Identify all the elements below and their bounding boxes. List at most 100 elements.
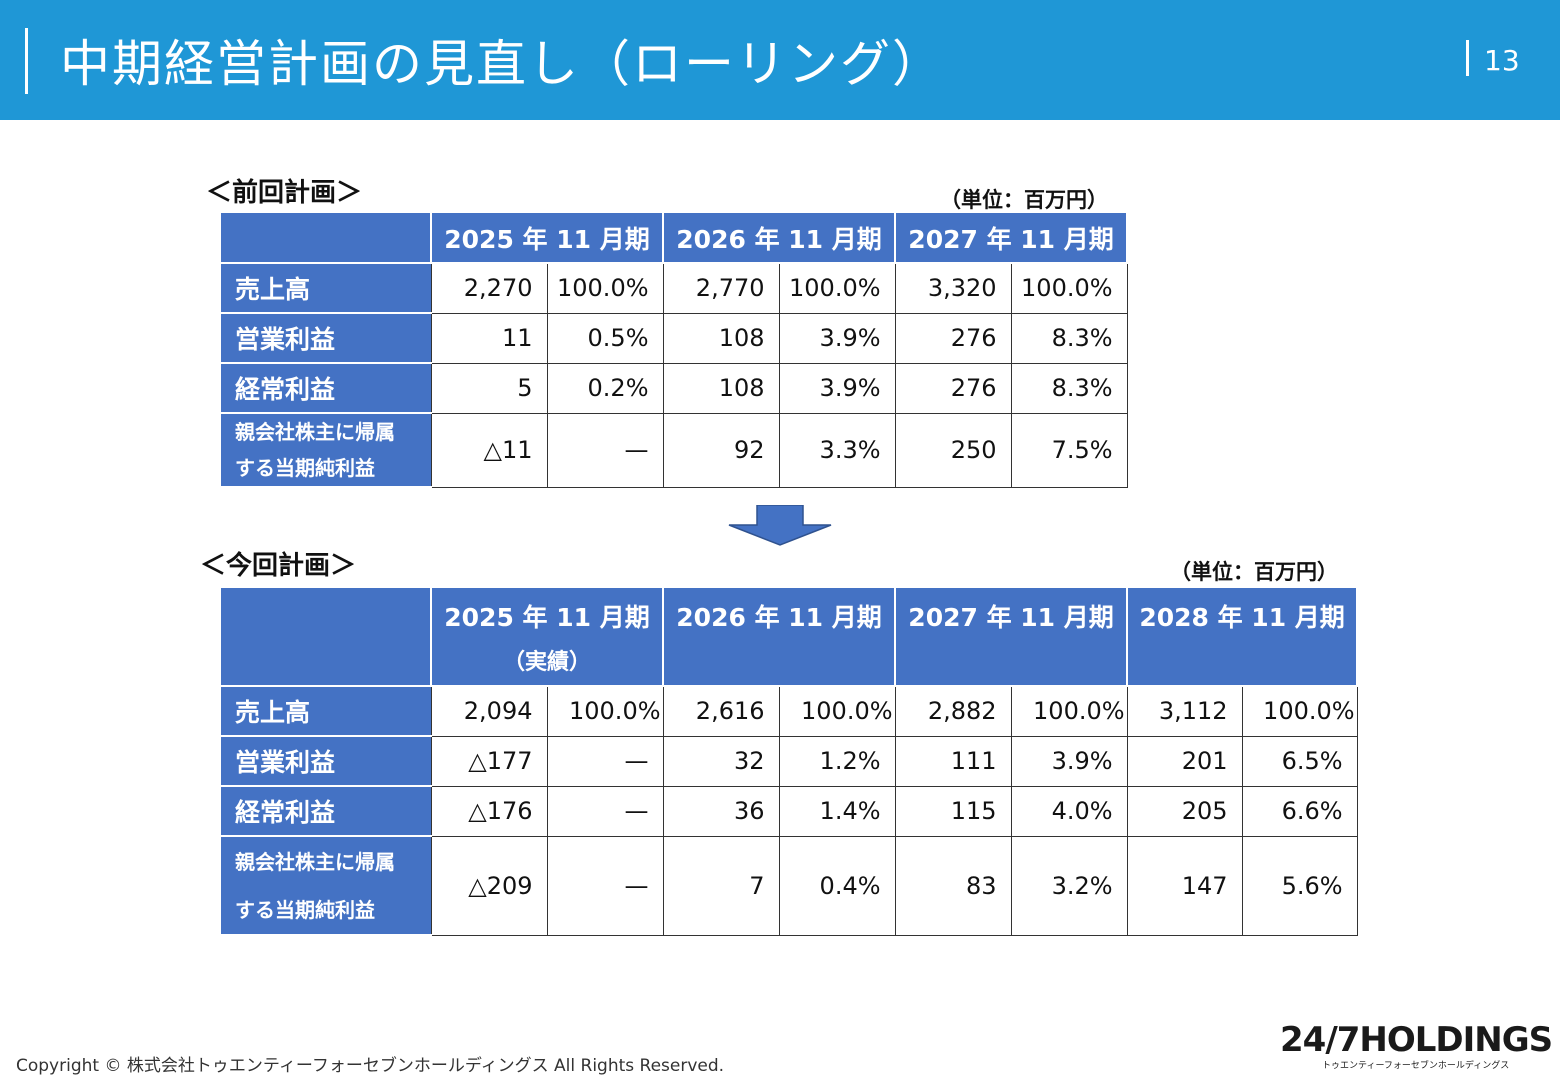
- value-cell: —: [546, 785, 664, 837]
- previous-plan-label: ＜前回計画＞: [206, 178, 363, 208]
- value-cell: 1.2%: [778, 735, 896, 787]
- header-banner: 中期経営計画の見直し（ローリング） 13: [0, 0, 1560, 120]
- value-cell: 100.0%: [1241, 685, 1358, 737]
- value-cell: 32: [662, 735, 780, 787]
- title-accent-bar: [25, 28, 28, 94]
- table-row: 経常利益 △176 — 36 1.4% 115 4.0% 205 6.6%: [221, 785, 1358, 837]
- value-cell: 3.9%: [778, 312, 896, 364]
- table-row: 営業利益 △177 — 32 1.2% 111 3.9% 201 6.5%: [221, 735, 1358, 787]
- value-cell: 36: [662, 785, 780, 837]
- table-row: 売上高 2,094 100.0% 2,616 100.0% 2,882 100.…: [221, 685, 1358, 737]
- value-cell: 100.0%: [778, 262, 896, 314]
- value-cell: 92: [662, 412, 780, 488]
- row-label: 親会社株主に帰属 する当期純利益: [221, 836, 431, 936]
- value-cell: 6.5%: [1241, 735, 1358, 787]
- value-cell: 2,270: [430, 262, 548, 314]
- table-header-row: 2025 年 11 月期 2026 年 11 月期 2027 年 11 月期: [221, 213, 1129, 264]
- actual-note: （実績）: [503, 650, 592, 675]
- year-header: 2028 年 11 月期: [1127, 588, 1359, 687]
- value-cell: 147: [1126, 835, 1243, 936]
- header-corner-cell: [221, 588, 432, 687]
- table-row: 営業利益 11 0.5% 108 3.9% 276 8.3%: [221, 312, 1128, 364]
- page-number: 13: [1484, 44, 1520, 77]
- value-cell: 6.6%: [1241, 785, 1358, 837]
- value-cell: 5.6%: [1241, 835, 1358, 936]
- value-cell: 276: [894, 362, 1012, 414]
- value-cell: △176: [430, 785, 548, 837]
- value-cell: 100.0%: [1010, 262, 1128, 314]
- value-cell: 2,094: [430, 685, 548, 737]
- year-header: 2026 年 11 月期: [663, 588, 897, 687]
- value-cell: 3.2%: [1010, 835, 1128, 936]
- year-header: 2026 年 11 月期: [663, 213, 897, 264]
- value-cell: 205: [1126, 785, 1243, 837]
- row-label-line2: する当期純利益: [235, 897, 375, 922]
- value-cell: 3,112: [1126, 685, 1243, 737]
- current-unit-label: （単位：百万円）: [1170, 560, 1338, 584]
- value-cell: 3.9%: [778, 362, 896, 414]
- value-cell: 250: [894, 412, 1012, 488]
- page-number-bar: [1466, 40, 1469, 76]
- value-cell: 11: [430, 312, 548, 364]
- value-cell: 3.3%: [778, 412, 896, 488]
- copyright-footer: Copyright © 株式会社トゥエンティーフォーセブンホールディングス Al…: [16, 1056, 725, 1076]
- year-header: 2027 年 11 月期: [895, 213, 1129, 264]
- value-cell: △177: [430, 735, 548, 787]
- value-cell: 0.2%: [546, 362, 664, 414]
- value-cell: 8.3%: [1010, 362, 1128, 414]
- value-cell: 2,770: [662, 262, 780, 314]
- down-arrow-icon: [728, 505, 832, 546]
- value-cell: 7.5%: [1010, 412, 1128, 488]
- row-label: 売上高: [221, 263, 431, 314]
- previous-unit-label: （単位：百万円）: [940, 188, 1108, 212]
- current-plan-label: ＜今回計画＞: [200, 551, 357, 581]
- row-label-line2: する当期純利益: [235, 456, 375, 480]
- row-label: 営業利益: [221, 313, 431, 364]
- page-title: 中期経営計画の見直し（ローリング）: [60, 35, 944, 93]
- row-label: 営業利益: [221, 736, 431, 787]
- value-cell: 100.0%: [1010, 685, 1128, 737]
- value-cell: 8.3%: [1010, 312, 1128, 364]
- value-cell: 115: [894, 785, 1012, 837]
- value-cell: 100.0%: [778, 685, 896, 737]
- table-row: 売上高 2,270 100.0% 2,770 100.0% 3,320 100.…: [221, 262, 1128, 314]
- value-cell: 108: [662, 312, 780, 364]
- row-label: 売上高: [221, 686, 431, 737]
- year-header: 2025 年 11 月期: [431, 213, 665, 264]
- value-cell: △209: [430, 835, 548, 936]
- current-plan-table: 2025 年 11 月期 （実績） 2026 年 11 月期 2027 年 11 …: [221, 588, 1359, 936]
- value-cell: 201: [1126, 735, 1243, 787]
- value-cell: 0.5%: [546, 312, 664, 364]
- value-cell: —: [546, 835, 664, 936]
- value-cell: 100.0%: [546, 685, 664, 737]
- value-cell: 83: [894, 835, 1012, 936]
- row-label-line1: 親会社株主に帰属: [235, 420, 395, 444]
- previous-plan-table: 2025 年 11 月期 2026 年 11 月期 2027 年 11 月期 売…: [221, 213, 1129, 488]
- table-header-row: 2025 年 11 月期 （実績） 2026 年 11 月期 2027 年 11 …: [221, 588, 1359, 687]
- value-cell: 3,320: [894, 262, 1012, 314]
- value-cell: 5: [430, 362, 548, 414]
- value-cell: 276: [894, 312, 1012, 364]
- year-header-label: 2025 年 11 月期: [444, 603, 650, 632]
- row-label: 経常利益: [221, 786, 431, 837]
- table-row: 親会社株主に帰属 する当期純利益 △209 — 7 0.4% 83 3.2% 14…: [221, 835, 1358, 936]
- table-row: 親会社株主に帰属 する当期純利益 △11 — 92 3.3% 250 7.5%: [221, 412, 1128, 488]
- value-cell: —: [546, 735, 664, 787]
- company-logo: 24/7HOLDINGS トゥエンティーフォーセブンホールディングス: [1280, 1020, 1553, 1071]
- value-cell: —: [546, 412, 664, 488]
- table-row: 経常利益 5 0.2% 108 3.9% 276 8.3%: [221, 362, 1128, 414]
- value-cell: 111: [894, 735, 1012, 787]
- year-header: 2027 年 11 月期: [895, 588, 1129, 687]
- row-label-line1: 親会社株主に帰属: [235, 849, 395, 874]
- header-corner-cell: [221, 213, 432, 264]
- year-header: 2025 年 11 月期 （実績）: [431, 588, 665, 687]
- value-cell: 100.0%: [546, 262, 664, 314]
- value-cell: 0.4%: [778, 835, 896, 936]
- logo-main-text: 24/7HOLDINGS: [1280, 1020, 1553, 1060]
- value-cell: 108: [662, 362, 780, 414]
- row-label: 親会社株主に帰属 する当期純利益: [221, 413, 431, 488]
- value-cell: 2,616: [662, 685, 780, 737]
- value-cell: 3.9%: [1010, 735, 1128, 787]
- value-cell: 7: [662, 835, 780, 936]
- row-label: 経常利益: [221, 363, 431, 414]
